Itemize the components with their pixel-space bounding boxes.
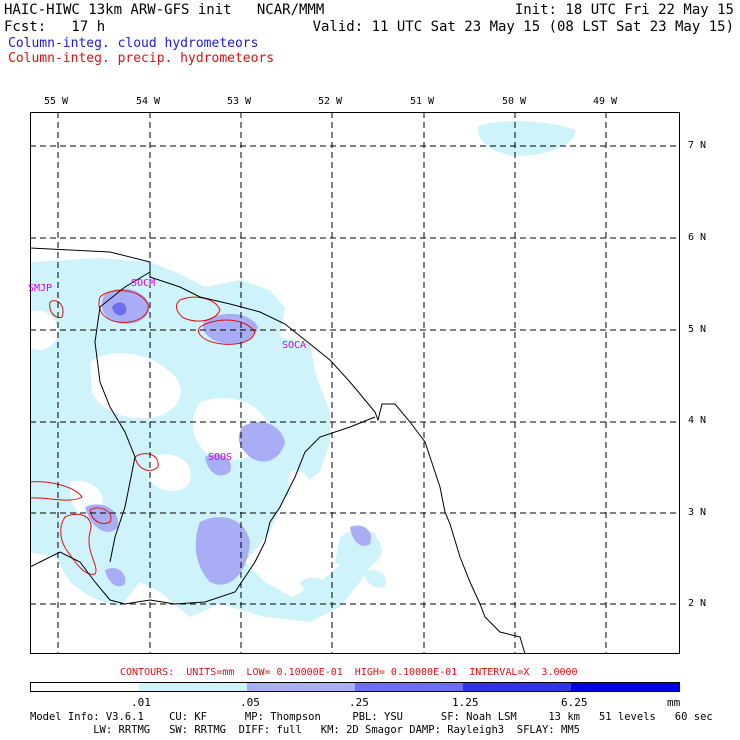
lon-label: 54 W (136, 96, 161, 107)
model-info-line1: Model Info: V3.6.1 CU: KF MP: Thompson P… (30, 711, 713, 723)
colorbar-label: .05 (240, 696, 260, 709)
lat-label: 4 N (688, 415, 707, 426)
legend-cloud: Column-integ. cloud hydrometeors (8, 36, 259, 51)
cloud-fill-medium (85, 288, 372, 587)
header-init: Init: 18 UTC Fri 22 May 15 (514, 2, 734, 18)
lat-lon-grid (30, 112, 680, 654)
colorbar-unit: mm (667, 696, 681, 709)
lon-label: 53 W (227, 96, 252, 107)
colorbar-segment (463, 683, 571, 691)
lat-label: 7 N (688, 140, 707, 151)
lon-label: 55 W (44, 96, 69, 107)
header-forecast: Fcst: 17 h (4, 19, 106, 35)
colorbar-label: .25 (349, 696, 369, 709)
legend-precip: Column-integ. precip. hydrometeors (8, 51, 275, 66)
lat-label: 5 N (688, 324, 707, 335)
station-label-soca: SOCA (282, 340, 307, 351)
colorbar-label: 1.25 (452, 696, 479, 709)
cloud-fill-dark (112, 302, 127, 316)
colorbar-label: .01 (131, 696, 151, 709)
colorbar-label: 6.25 (561, 696, 588, 709)
contours-info: CONTOURS: UNITS=mm LOW= 0.10000E-01 HIGH… (120, 667, 578, 678)
map-frame (30, 112, 680, 654)
header-title: HAIC-HIWC 13km ARW-GFS init NCAR/MMM (4, 2, 325, 18)
lat-label: 2 N (688, 598, 707, 609)
lon-label: 49 W (593, 96, 618, 107)
lat-label: 3 N (688, 507, 707, 518)
colorbar-segment (139, 683, 247, 691)
colorbar (30, 682, 680, 692)
station-label-smjp: SMJP (28, 283, 53, 294)
model-info-line2: LW: RRTMG SW: RRTMG DIFF: full KM: 2D Sm… (30, 724, 580, 736)
colorbar-segment (247, 683, 355, 691)
station-label-socm: SOCM (131, 278, 156, 289)
colorbar-segment (31, 683, 139, 691)
lon-label: 50 W (502, 96, 527, 107)
lon-label: 51 W (410, 96, 435, 107)
colorbar-segment (571, 683, 679, 691)
map-panel (30, 112, 680, 654)
header-valid: Valid: 11 UTC Sat 23 May 15 (08 LST Sat … (312, 19, 734, 35)
lon-label: 52 W (318, 96, 343, 107)
lat-label: 6 N (688, 232, 707, 243)
station-label-soos: SOOS (208, 452, 233, 463)
colorbar-segment (355, 683, 463, 691)
coastline (30, 247, 526, 654)
